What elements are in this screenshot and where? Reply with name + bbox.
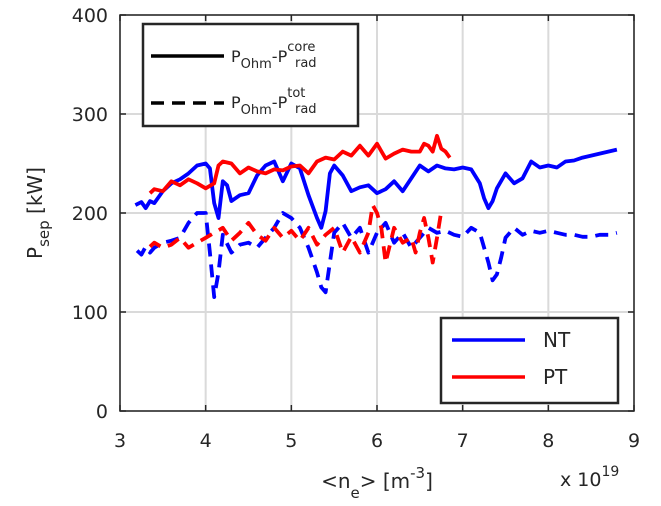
x-axis-label-prefix: <n [321,469,350,493]
series-nt-dashed [135,211,618,300]
y-tick-label: 100 [72,302,108,324]
ticks: 3 4 5 6 7 8 9 0 100 200 300 400 [72,5,640,452]
x-tick-label: 4 [200,430,212,452]
series-pt-solid [148,133,452,195]
y-axis-label-suffix: [kW] [23,167,47,220]
x-tick-label: 9 [628,430,640,452]
series-nt-solid [134,147,618,230]
y-axis-label: Psep [kW] [23,167,53,259]
series-layer [134,133,618,300]
style-legend: POhm-Pcore rad POhm-Ptot rad [141,22,360,128]
y-tick-label: 400 [72,5,108,27]
color-legend-nt-label: NT [543,328,571,352]
x-axis-exponent-base: x 10 [560,469,601,491]
style-legend-entry-dashed: POhm-Ptot rad [231,86,317,118]
x-tick-label: 3 [114,430,126,452]
x-tick-label: 8 [542,430,554,452]
x-axis-exponent: x 1019 [560,464,619,491]
color-legend-pt-label: PT [543,365,568,389]
x-axis-label: <ne> [m-3] [321,464,433,502]
x-tick-label: 5 [285,430,297,452]
x-axis-label-sub: e [351,484,360,502]
y-axis-label-sub: sep [35,220,53,247]
style-legend-box [141,22,360,128]
series-pt-dashed [148,203,444,265]
x-tick-label: 6 [371,430,383,452]
y-tick-label: 200 [72,203,108,225]
style-legend-entry-solid: POhm-Pcore rad [231,40,317,72]
x-tick-label: 7 [457,430,469,452]
y-tick-label: 0 [96,401,108,423]
color-legend-box [439,316,620,405]
x-axis-label-suffix: > [m [360,469,410,493]
x-axis-exponent-sup: 19 [601,464,619,480]
x-axis-label-sup: -3 [410,464,425,482]
y-axis-label-main: P [23,247,47,259]
y-tick-label: 300 [72,104,108,126]
x-axis-label-close: ] [425,469,433,493]
color-legend: NT PT [439,316,620,405]
